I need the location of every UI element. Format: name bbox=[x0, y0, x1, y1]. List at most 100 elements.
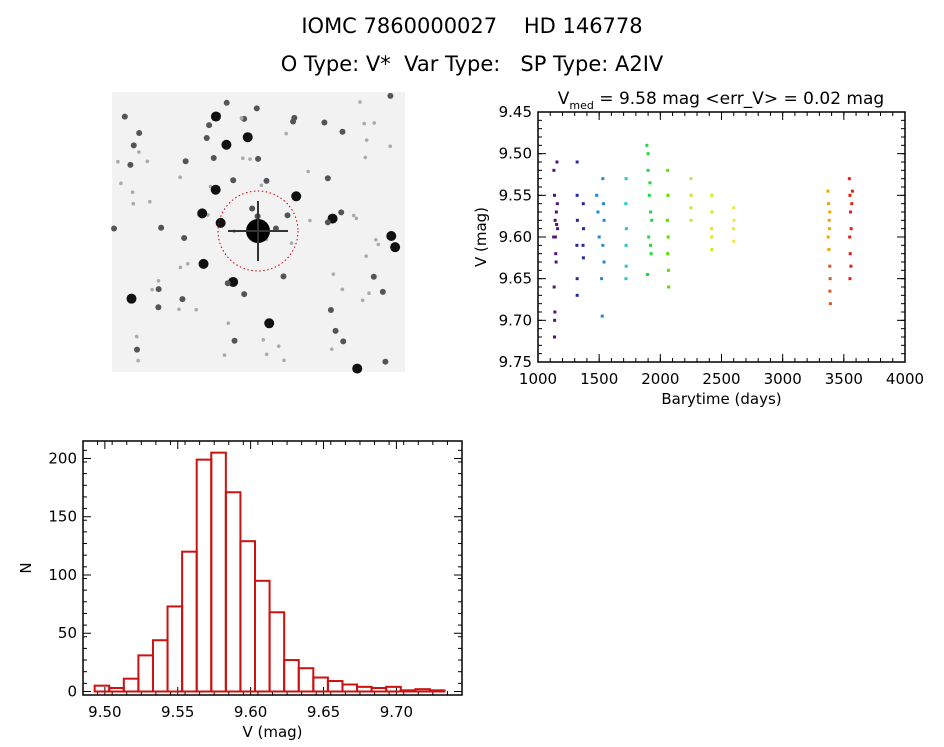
star bbox=[127, 161, 134, 168]
data-point bbox=[553, 235, 557, 239]
star bbox=[354, 216, 359, 221]
star bbox=[241, 291, 248, 298]
data-point bbox=[553, 193, 557, 197]
star bbox=[156, 279, 161, 283]
star bbox=[136, 130, 143, 137]
star bbox=[282, 358, 286, 363]
data-point bbox=[826, 189, 830, 193]
data-point bbox=[689, 218, 693, 222]
data-point bbox=[600, 277, 604, 281]
histogram-bar bbox=[224, 491, 242, 693]
histogram-bar bbox=[385, 685, 402, 693]
star bbox=[224, 280, 231, 287]
aperture-circle bbox=[217, 190, 299, 272]
x-tick-label: 1500 bbox=[580, 370, 618, 388]
star bbox=[130, 142, 137, 149]
star bbox=[137, 150, 141, 154]
star bbox=[215, 217, 226, 228]
data-point bbox=[710, 210, 714, 214]
y-tick-label: 50 bbox=[58, 624, 77, 642]
star-field-image bbox=[111, 92, 405, 374]
x-tick-label: 9.55 bbox=[161, 703, 194, 721]
star bbox=[230, 177, 237, 184]
data-point bbox=[581, 202, 585, 206]
data-point bbox=[596, 210, 600, 214]
star bbox=[186, 262, 190, 266]
star bbox=[248, 157, 252, 161]
title-line-2: O Type: V* Var Type: SP Type: A2IV bbox=[280, 52, 664, 76]
light-curve-title: Vmed = 9.58 mag <err_V> = 0.02 mag bbox=[558, 89, 884, 112]
x-tick-label: 9.65 bbox=[307, 703, 340, 721]
data-point bbox=[555, 202, 559, 206]
star bbox=[338, 209, 345, 216]
title-line-1: IOMC 7860000027 HD 146778 bbox=[301, 14, 643, 38]
star bbox=[240, 156, 245, 160]
histogram-bar bbox=[414, 688, 431, 693]
y-axis-label: N bbox=[17, 562, 35, 573]
data-point bbox=[595, 193, 599, 197]
star bbox=[121, 113, 128, 120]
data-point bbox=[553, 335, 557, 339]
star bbox=[182, 158, 189, 165]
star bbox=[330, 347, 334, 351]
data-point bbox=[848, 193, 852, 197]
star bbox=[111, 225, 118, 232]
star bbox=[331, 272, 336, 276]
histogram-bar bbox=[370, 687, 388, 693]
histogram-bar bbox=[239, 540, 257, 693]
y-tick-label: 9.45 bbox=[499, 103, 532, 121]
x-tick-label: 3500 bbox=[825, 370, 863, 388]
star bbox=[226, 321, 231, 325]
star bbox=[249, 205, 256, 212]
data-point bbox=[827, 227, 831, 231]
star bbox=[206, 122, 213, 129]
star bbox=[221, 139, 232, 150]
data-point bbox=[646, 152, 650, 156]
data-point bbox=[601, 202, 605, 206]
data-point bbox=[575, 277, 579, 281]
histogram-bar bbox=[195, 458, 213, 693]
y-tick-label: 9.55 bbox=[499, 186, 532, 204]
star bbox=[289, 241, 294, 245]
data-point bbox=[602, 218, 606, 222]
histogram-bar bbox=[108, 687, 125, 693]
histogram-bar bbox=[93, 684, 111, 693]
star bbox=[327, 306, 334, 313]
star bbox=[372, 121, 376, 125]
star bbox=[386, 230, 397, 241]
star bbox=[351, 213, 356, 218]
star bbox=[280, 273, 287, 280]
star bbox=[360, 298, 365, 303]
data-point bbox=[575, 193, 579, 197]
star bbox=[223, 99, 230, 106]
star bbox=[364, 254, 368, 258]
data-point bbox=[828, 289, 832, 293]
star bbox=[179, 296, 186, 303]
data-point bbox=[552, 235, 556, 239]
data-point bbox=[828, 210, 832, 214]
data-point bbox=[581, 243, 585, 247]
data-point bbox=[732, 239, 736, 243]
star bbox=[210, 184, 221, 195]
data-point bbox=[732, 218, 736, 222]
x-axis-label: V (mag) bbox=[242, 723, 302, 741]
data-point bbox=[666, 235, 670, 239]
data-point bbox=[554, 210, 558, 214]
histogram-bar bbox=[210, 451, 227, 693]
star bbox=[340, 338, 347, 345]
data-point bbox=[827, 218, 831, 222]
star bbox=[332, 327, 339, 334]
data-point bbox=[554, 252, 558, 256]
x-tick-label: 2000 bbox=[641, 370, 679, 388]
data-point bbox=[647, 193, 651, 197]
data-point bbox=[827, 248, 831, 251]
light-curve-chart: Vmed = 9.58 mag <err_V> = 0.02 mag 1000 1… bbox=[472, 89, 924, 408]
data-point bbox=[602, 260, 606, 264]
histogram-bar bbox=[312, 676, 329, 693]
data-point bbox=[581, 256, 585, 260]
y-tick-label: 100 bbox=[48, 566, 77, 584]
data-point bbox=[645, 273, 649, 276]
histogram-bar bbox=[151, 639, 169, 693]
star bbox=[210, 154, 217, 161]
star bbox=[131, 201, 136, 206]
